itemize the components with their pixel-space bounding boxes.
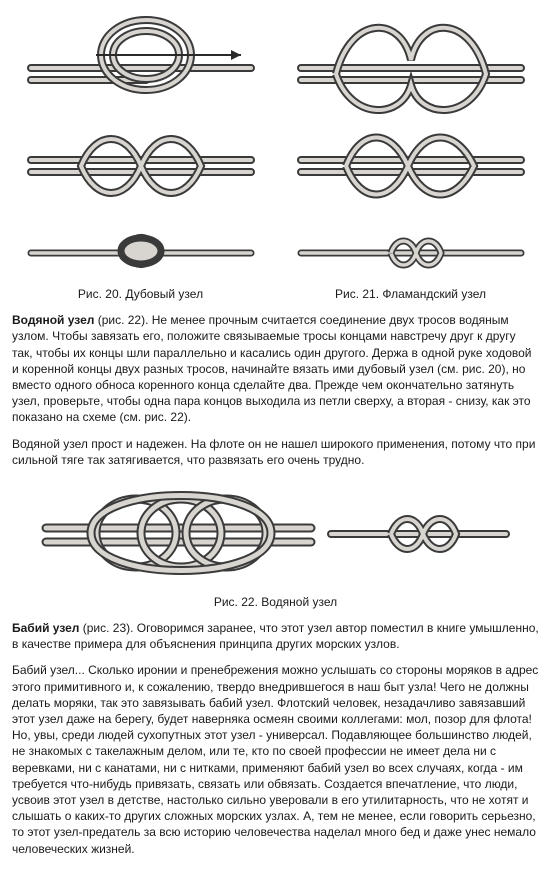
figure-row-fig22: Рис. 22. Водяной узел (12, 478, 539, 610)
caption-fig21: Рис. 21. Фламандский узел (335, 286, 486, 302)
paragraph-water-knot-2: Водяной узел прост и надежен. На флоте о… (12, 436, 539, 468)
paragraph-granny-knot-1: Бабий узел (рис. 23). Оговоримся заранее… (12, 620, 539, 652)
knot-illustration-fig20 (26, 10, 256, 280)
caption-fig22: Рис. 22. Водяной узел (214, 594, 337, 610)
caption-fig20: Рис. 20. Дубовый узел (78, 286, 203, 302)
knot-illustration-fig22 (41, 478, 511, 588)
body-water-knot-1: (рис. 22). Не менее прочным считается со… (12, 313, 532, 424)
figure-row-top: Рис. 20. Дубовый узел (12, 10, 539, 302)
figure-22: Рис. 22. Водяной узел (41, 478, 511, 610)
paragraph-water-knot-1: Водяной узел (рис. 22). Не менее прочным… (12, 312, 539, 425)
figure-20: Рис. 20. Дубовый узел (26, 10, 256, 302)
lead-granny-knot: Бабий узел (12, 621, 79, 635)
lead-water-knot: Водяной узел (12, 313, 94, 327)
figure-21: Рис. 21. Фламандский узел (296, 10, 526, 302)
paragraph-granny-knot-2: Бабий узел... Сколько иронии и пренебреж… (12, 662, 539, 856)
knot-illustration-fig21 (296, 10, 526, 280)
body-granny-knot-1: (рис. 23). Оговоримся заранее, что этот … (12, 621, 539, 651)
